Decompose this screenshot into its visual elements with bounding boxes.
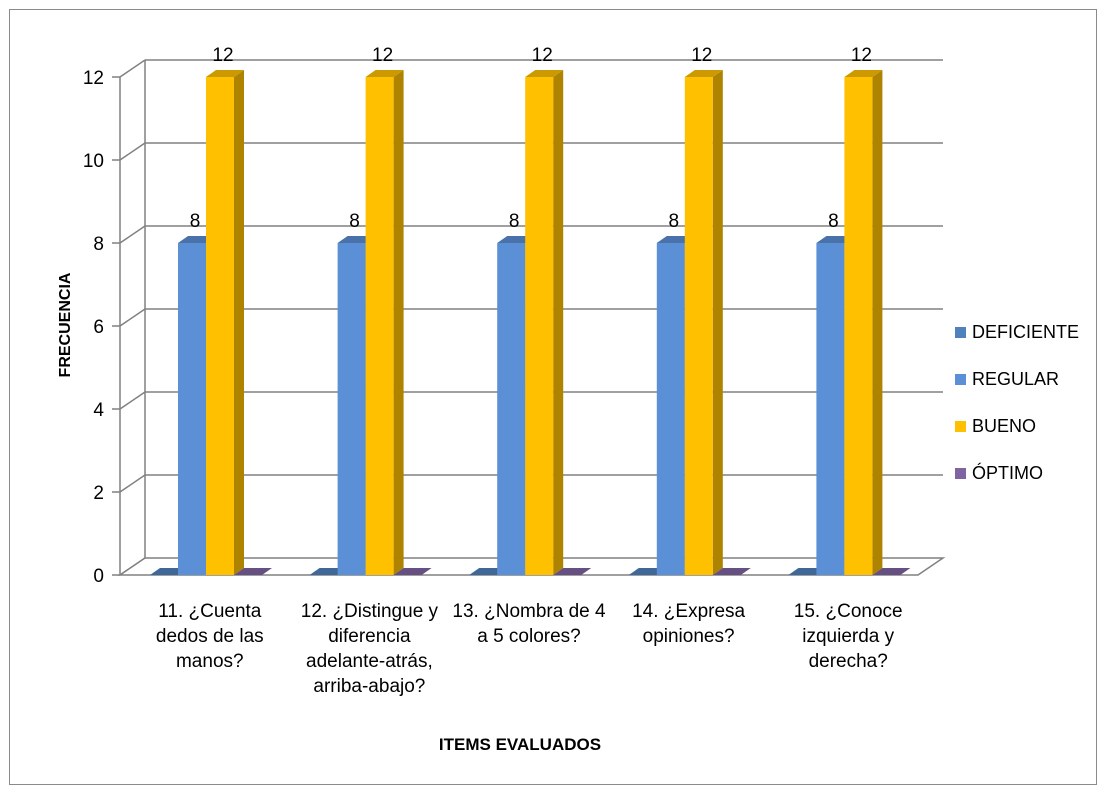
legend-label: DEFICIENTE (972, 322, 1079, 342)
data-label: 12 (851, 45, 872, 66)
legend-swatch-bueno (955, 421, 966, 432)
bar-bueno-4 (684, 70, 723, 575)
data-label: 12 (372, 45, 393, 66)
bar-bueno-3 (525, 70, 564, 575)
x-category-label: opiniones? (643, 626, 735, 647)
y-tick-label: 8 (93, 234, 104, 255)
data-label: 12 (532, 45, 553, 66)
legend-label: REGULAR (972, 369, 1059, 389)
gridline-depth (119, 308, 146, 327)
legend-swatch-deficiente (955, 327, 966, 338)
y-tick-label: 12 (83, 68, 104, 89)
gridline-depth (119, 142, 146, 161)
x-category-label: 11. ¿Cuenta (158, 601, 262, 622)
gridline-depth (119, 391, 146, 410)
data-label: 12 (691, 45, 712, 66)
gridline-depth (119, 225, 146, 244)
bar-óptimo-2 (393, 568, 432, 575)
legend-swatch-regular (955, 374, 966, 385)
gridline-depth (119, 474, 146, 493)
data-label: 12 (212, 45, 233, 66)
data-label: 8 (190, 211, 201, 232)
x-category-label: adelante-atrás, (306, 651, 433, 672)
gridline-depth (119, 59, 146, 78)
legend-label: BUENO (972, 416, 1036, 436)
data-label: 8 (509, 211, 520, 232)
x-category-label: manos? (176, 651, 244, 672)
x-axis-title: ITEMS EVALUADOS (439, 735, 601, 754)
bar-bueno-1 (206, 70, 244, 575)
bar-óptimo-1 (234, 568, 272, 575)
bar-óptimo-3 (553, 568, 592, 575)
legend-label: ÓPTIMO (972, 462, 1043, 483)
x-category-label: dedos de las (156, 626, 264, 647)
bar-óptimo-4 (712, 568, 751, 575)
y-tick-label: 0 (93, 566, 104, 587)
y-tick-label: 6 (93, 317, 104, 338)
y-tick-label: 2 (93, 483, 104, 504)
x-category-label: 13. ¿Nombra de 4 (452, 601, 606, 622)
data-label: 8 (828, 211, 839, 232)
y-tick-label: 4 (93, 400, 104, 421)
y-axis-title: FRECUENCIA (57, 272, 74, 377)
x-category-label: arriba-abajo? (313, 676, 425, 697)
bar-bueno-2 (365, 70, 404, 575)
bar-óptimo-5 (872, 568, 911, 575)
data-label: 8 (349, 211, 360, 232)
x-category-label: diferencia (328, 626, 411, 647)
legend-swatch-óptimo (955, 468, 966, 479)
x-category-label: izquierda y (802, 626, 894, 647)
x-category-label: 15. ¿Conoce (794, 601, 903, 622)
bar-bueno-5 (844, 70, 883, 575)
x-category-label: 14. ¿Expresa (632, 601, 745, 622)
y-tick-label: 10 (83, 151, 104, 172)
data-label: 8 (669, 211, 680, 232)
x-category-label: 12. ¿Distingue y (301, 601, 439, 622)
x-category-label: a 5 colores? (477, 626, 581, 647)
x-category-label: derecha? (809, 651, 888, 672)
